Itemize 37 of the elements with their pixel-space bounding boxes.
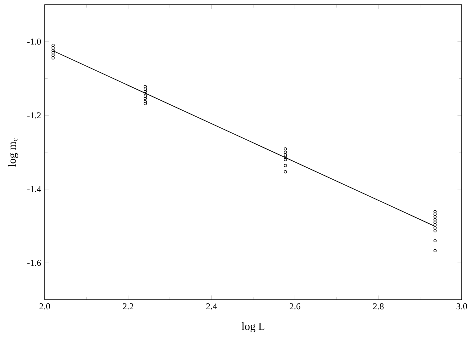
point	[144, 90, 148, 94]
point	[52, 46, 55, 50]
point	[284, 164, 288, 168]
point	[284, 158, 288, 162]
point	[284, 148, 288, 151]
y-tick-label: -1.0	[28, 38, 42, 45]
y-tick-label: -1.4	[28, 186, 42, 192]
point	[434, 229, 437, 233]
point	[284, 156, 288, 160]
point	[52, 56, 55, 60]
point	[434, 218, 437, 222]
x-axis-title: log L	[242, 322, 265, 333]
point	[434, 221, 437, 224]
x-tick-label: 2.2	[123, 304, 134, 310]
x-tick-label: 2.8	[373, 304, 384, 310]
point	[52, 54, 55, 58]
y-tick-label: -1.2	[28, 112, 41, 119]
point	[52, 44, 55, 48]
point	[144, 100, 148, 104]
point	[144, 85, 148, 88]
point	[144, 97, 148, 100]
y-tick-label: -1.6	[28, 260, 42, 266]
x-tick-label: 2.6	[290, 304, 301, 310]
point	[284, 150, 288, 154]
y-axis-title: log m$_{c}$	[8, 138, 18, 167]
point	[434, 212, 437, 216]
x-tick-label: 2.4	[206, 304, 218, 310]
point	[434, 215, 437, 219]
point	[434, 239, 437, 243]
x-tick-label: 3.0	[456, 304, 468, 310]
point	[434, 226, 437, 230]
x-tick-label: 2.0	[40, 304, 50, 310]
point	[284, 170, 288, 174]
point	[434, 249, 437, 253]
point	[434, 210, 437, 214]
point	[284, 154, 288, 157]
point	[144, 102, 148, 106]
